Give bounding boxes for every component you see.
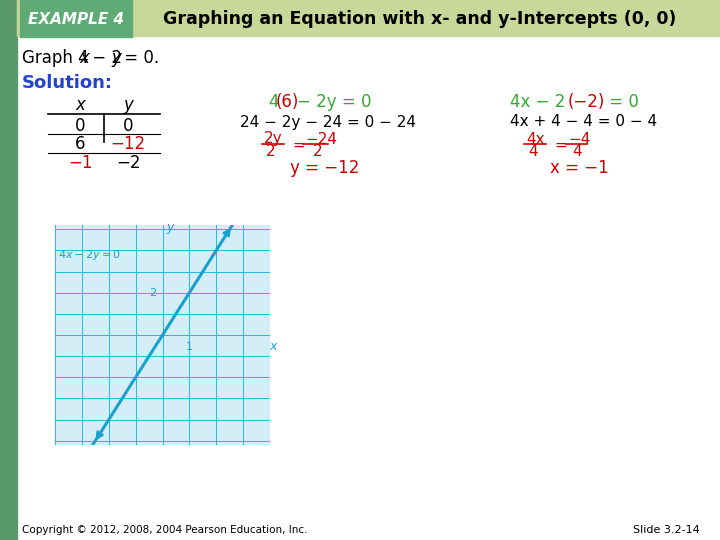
Text: −2: −2: [116, 154, 140, 172]
Text: 4x: 4x: [526, 132, 544, 146]
Bar: [20, 0, 132, 37]
Text: −24: −24: [305, 132, 337, 146]
Text: 0: 0: [122, 117, 133, 135]
Text: − 2y = 0: − 2y = 0: [297, 93, 372, 111]
Text: =: =: [554, 138, 567, 152]
Text: 0: 0: [75, 117, 85, 135]
Text: 24 − 2y − 24 = 0 − 24: 24 − 2y − 24 = 0 − 24: [240, 114, 416, 130]
Text: −1: −1: [68, 154, 92, 172]
Text: Graphing an Equation with x- and y-Intercepts (0, 0): Graphing an Equation with x- and y-Inter…: [163, 10, 677, 28]
Text: = 0.: = 0.: [119, 49, 159, 67]
Text: x: x: [269, 340, 276, 353]
Text: Copyright © 2012, 2008, 2004 Pearson Education, Inc.: Copyright © 2012, 2008, 2004 Pearson Edu…: [22, 525, 307, 535]
Text: EXAMPLE 4: EXAMPLE 4: [28, 11, 124, 26]
Text: 1: 1: [186, 342, 193, 352]
Text: $4x - 2y = 0$: $4x - 2y = 0$: [58, 248, 121, 261]
Bar: [0, 0, 17, 540]
Text: (−2): (−2): [568, 93, 606, 111]
Text: 2: 2: [313, 144, 323, 159]
Text: Solution:: Solution:: [22, 74, 113, 92]
Text: 4: 4: [528, 144, 538, 159]
Text: =: =: [292, 138, 305, 152]
Text: 6: 6: [75, 135, 85, 153]
Text: Graph 4: Graph 4: [22, 49, 89, 67]
Text: y: y: [166, 221, 174, 234]
Text: 2y: 2y: [264, 132, 283, 146]
Text: 4: 4: [268, 93, 279, 111]
Text: Slide 3.2-14: Slide 3.2-14: [634, 525, 700, 535]
Text: −4: −4: [568, 132, 590, 146]
Text: y: y: [123, 96, 133, 114]
Text: − 2: − 2: [87, 49, 122, 67]
Text: (6): (6): [276, 93, 300, 111]
Text: y: y: [111, 49, 121, 67]
Text: = 0: = 0: [604, 93, 639, 111]
Text: 2: 2: [149, 288, 156, 298]
Text: 4: 4: [572, 144, 582, 159]
Text: 2: 2: [266, 144, 276, 159]
Text: 4x + 4 − 4 = 0 − 4: 4x + 4 − 4 = 0 − 4: [510, 114, 657, 130]
Text: y = −12: y = −12: [290, 159, 359, 177]
Text: −12: −12: [110, 135, 145, 153]
Text: x = −1: x = −1: [550, 159, 608, 177]
Bar: [17, 0, 720, 36]
Text: 4x − 2: 4x − 2: [510, 93, 565, 111]
Text: x: x: [75, 96, 85, 114]
Text: x: x: [79, 49, 89, 67]
